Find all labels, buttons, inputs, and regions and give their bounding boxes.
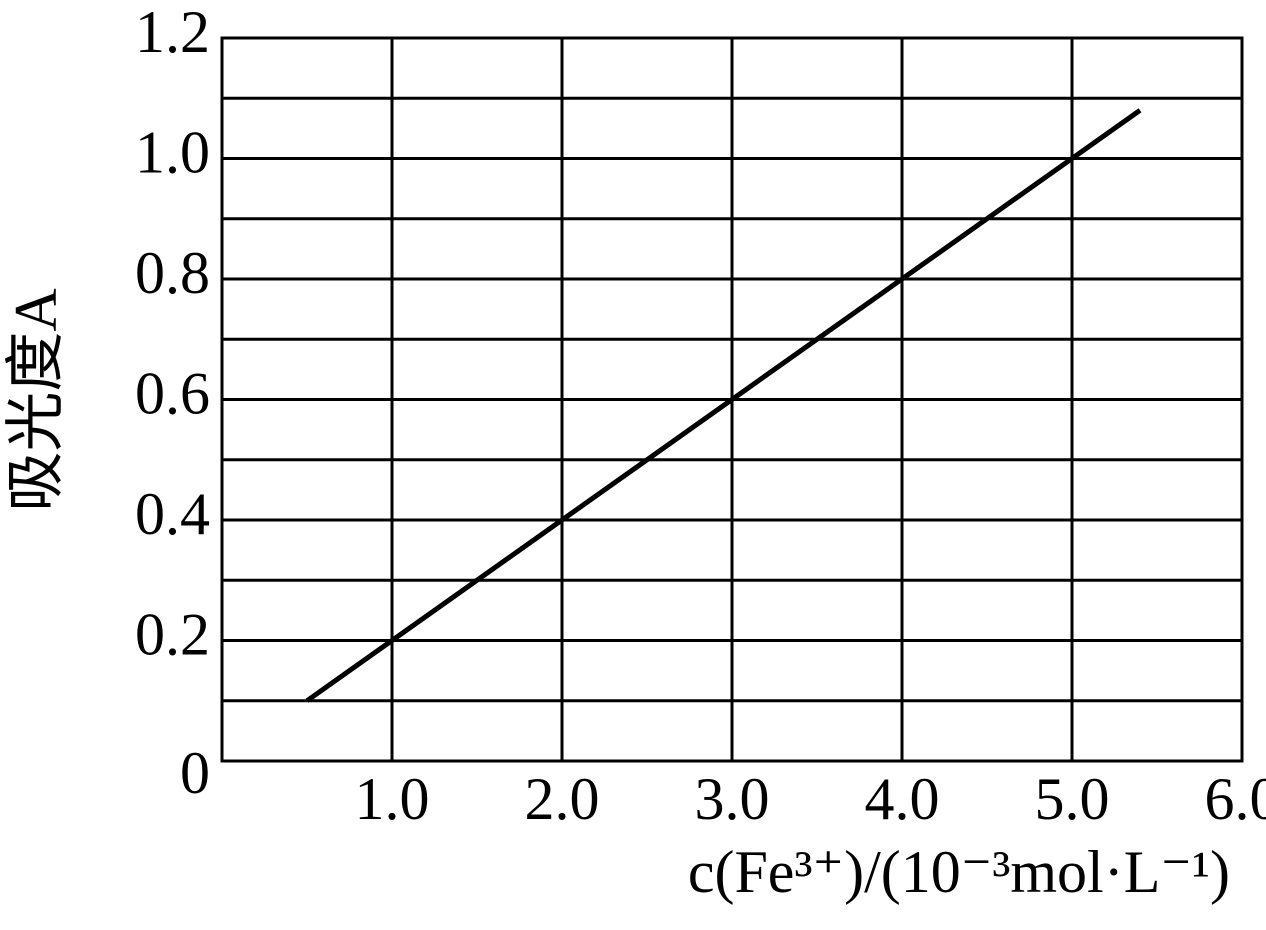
y-tick-label: 0.2 — [135, 601, 210, 667]
x-axis-label: c(Fe³⁺)/(10⁻³mol·L⁻¹) — [688, 839, 1230, 905]
x-tick-label: 2.0 — [525, 766, 600, 832]
y-tick-label: 1.2 — [135, 0, 210, 65]
y-tick-label: 0.6 — [135, 360, 210, 426]
x-tick-label: 6.0 — [1205, 766, 1266, 832]
x-tick-label: 3.0 — [695, 766, 770, 832]
y-tick-label: 1.0 — [135, 119, 210, 185]
data-line — [305, 108, 1142, 703]
y-tick-label: 0.4 — [135, 481, 210, 547]
y-tick-label: 0.8 — [135, 240, 210, 306]
x-tick-label: 1.0 — [355, 766, 430, 832]
y-axis-label: 吸光度A — [3, 288, 69, 511]
y-tick-label: 0 — [180, 740, 210, 806]
x-tick-label: 5.0 — [1035, 766, 1110, 832]
x-tick-label: 4.0 — [865, 766, 940, 832]
